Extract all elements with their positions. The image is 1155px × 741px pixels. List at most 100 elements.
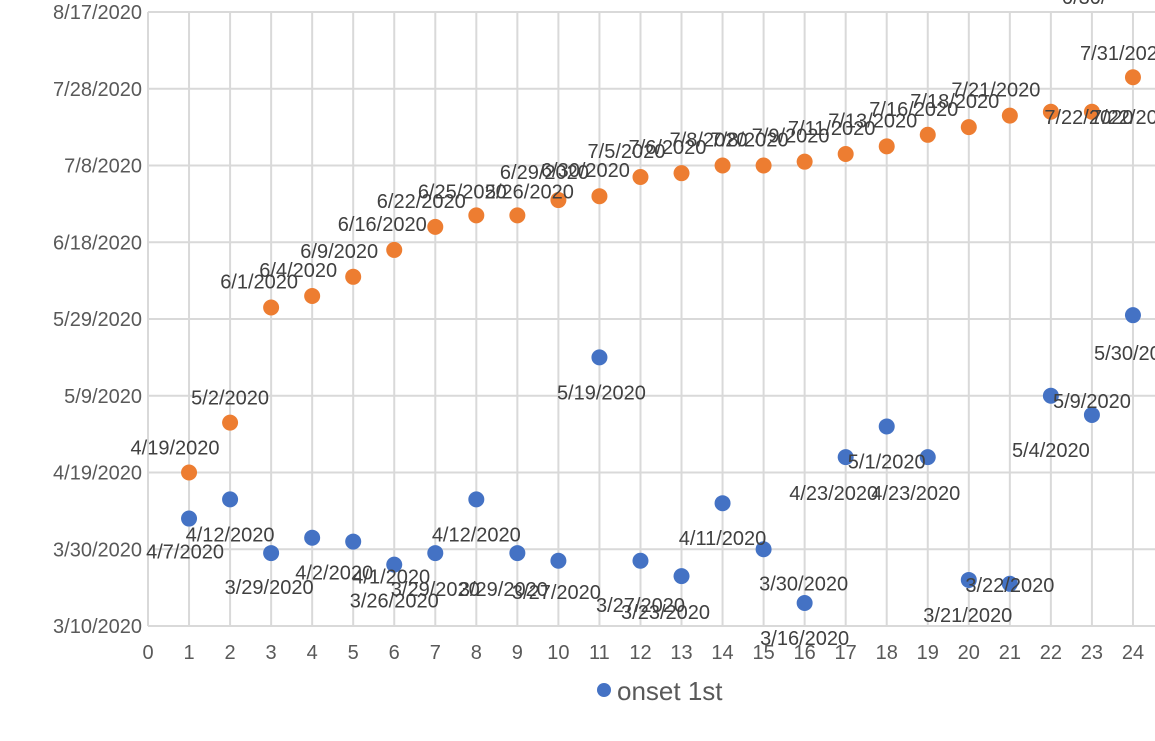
y-tick-label: 3/10/2020 <box>53 616 142 638</box>
data-label-series-2: 6/9/2020 <box>300 241 378 263</box>
data-label-series-2: 6/29/2020 <box>500 162 589 184</box>
y-tick-label: 4/19/2020 <box>53 463 142 485</box>
data-label-series-2: 6/25/2020 <box>418 181 507 203</box>
point-onset-1st-5 <box>345 533 362 550</box>
data-label-onset-1st: 4/2/2020 <box>295 563 373 585</box>
point-series-2-23 <box>1083 103 1100 120</box>
point-series-2-2 <box>222 414 239 431</box>
point-onset-1st-24 <box>1124 307 1141 324</box>
point-series-2-4 <box>304 287 321 304</box>
data-label-onset-1st: 3/23/2020 <box>621 602 710 624</box>
data-label-series-2: 5/26/2020 <box>485 181 574 203</box>
data-label-series-2: 7/5/2020 <box>588 141 666 163</box>
x-tick-label: 8 <box>471 642 482 664</box>
data-label-series-2: 6/22/2020 <box>377 191 466 213</box>
point-series-2-11 <box>591 188 608 205</box>
data-label-series-2: 6/30/2020 <box>541 160 630 182</box>
x-tick-labels: 0 1 2 3 4 5 6 7 8 9 10 11 12 13 14 15 16 17 18 19 20 21 22 23 24… <box>142 642 1144 664</box>
grid-lines <box>147 11 1155 627</box>
data-label-onset-1st: 3/29/2020 <box>391 579 480 601</box>
point-onset-1st-17 <box>837 449 854 466</box>
legend: onset 1st <box>597 676 723 706</box>
data-label-onset-1st: 5/1/2020 <box>848 451 926 473</box>
point-onset-1st-4 <box>304 529 321 546</box>
point-series-2-13 <box>673 165 690 182</box>
point-onset-1st-13 <box>673 568 690 585</box>
y-tick-label: 5/9/2020 <box>64 386 142 408</box>
point-onset-1st-11 <box>591 349 608 366</box>
point-series-2-1 <box>181 464 198 481</box>
data-label-series-2: 6/1/2020 <box>220 271 298 293</box>
point-onset-1st-9 <box>509 545 526 562</box>
x-tick-label: 17 <box>835 642 857 664</box>
point-series-2-15 <box>755 157 772 174</box>
data-label-onset-1st: 4/1/2020 <box>352 567 430 589</box>
data-label-series-2: 4/19/2020 <box>131 438 220 460</box>
x-tick-label: 13 <box>670 642 692 664</box>
data-label-onset-1st: 4/12/2020 <box>186 524 275 546</box>
point-onset-1st-15 <box>755 541 772 558</box>
data-label-series-2: 7/8/2020 <box>711 130 789 152</box>
point-onset-1st-21 <box>1001 575 1018 592</box>
x-tick-label: 18 <box>876 642 898 664</box>
point-series-2-6 <box>386 241 403 258</box>
data-label-series-2: 6/16/2020 <box>338 214 427 236</box>
point-onset-1st-12 <box>632 552 649 569</box>
x-tick-label: 11 <box>589 642 610 664</box>
data-label-series-2: 7/9/2020 <box>752 126 830 148</box>
data-label-onset-1st: 3/27/2020 <box>596 595 685 617</box>
data-label-onset-1st: 5/4/2020 <box>1012 440 1090 462</box>
data-label-onset-1st: 3/29/2020 <box>225 577 314 599</box>
data-label-series-2: 7/6/2020 <box>629 137 707 159</box>
data-label-series-2: 7/22/202 <box>1091 107 1155 129</box>
point-series-2-16 <box>796 153 813 170</box>
x-tick-label: 21 <box>999 642 1021 664</box>
point-onset-1st-16 <box>796 594 813 611</box>
data-label-onset-1st: 3/26/2020 <box>350 591 439 613</box>
data-label-onset-1st: 3/21/2020 <box>923 605 1012 627</box>
x-tick-label: 5 <box>348 642 359 664</box>
point-series-2-19 <box>919 126 936 143</box>
x-tick-label: 2 <box>225 642 236 664</box>
point-series-2-20 <box>960 119 977 136</box>
data-label-series-2: 7/31/202 <box>1080 43 1155 65</box>
x-tick-label: 16 <box>794 642 816 664</box>
y-tick-label: 3/30/2020 <box>53 539 142 561</box>
data-label-series-2: 7/16/2020 <box>869 99 958 121</box>
x-tick-label: 15 <box>752 642 774 664</box>
point-series-2-5 <box>345 268 362 285</box>
x-tick-label: 3 <box>266 642 277 664</box>
x-tick-label: 1 <box>183 642 194 664</box>
data-label-series-2: 7/8/2020 <box>670 130 748 152</box>
point-series-2-22 <box>1042 103 1059 120</box>
point-onset-1st-8 <box>468 491 485 508</box>
point-series-2-3 <box>263 299 280 316</box>
point-onset-1st-2 <box>222 491 239 508</box>
data-label-onset-1st: 4/23/2020 <box>871 483 960 505</box>
x-tick-label: 19 <box>917 642 939 664</box>
point-onset-1st-1 <box>181 510 198 527</box>
data-label-onset-1st: 4/11/2020 <box>679 528 767 550</box>
point-series-2-8 <box>468 207 485 224</box>
point-onset-1st-3 <box>263 545 280 562</box>
x-tick-label: 14 <box>711 642 733 664</box>
data-label-series-2: 7/13/2020 <box>828 110 917 132</box>
y-tick-label: 7/8/2020 <box>64 156 142 178</box>
y-tick-labels: 3/10/2020 3/30/2020 4/19/2020 5/9/2020 5/29/… <box>53 2 142 638</box>
x-tick-label: 7 <box>430 642 441 664</box>
point-series-2-17 <box>837 145 854 162</box>
point-series-2-12 <box>632 169 649 186</box>
data-label-series-2: 7/22/2020 <box>1044 107 1133 129</box>
x-tick-label: 22 <box>1040 642 1062 664</box>
legend-marker-onset-1st <box>597 683 611 697</box>
point-series-2-10 <box>550 192 567 209</box>
data-points <box>181 69 1141 611</box>
y-tick-label: 5/29/2020 <box>53 309 142 331</box>
data-labels: 4/7/20204/12/20203/29/20204/2/20204/1/20… <box>131 43 1155 650</box>
x-tick-label: 6 <box>389 642 400 664</box>
data-label-onset-1st: 3/29/2020 <box>459 579 548 601</box>
point-series-2-24 <box>1124 69 1141 86</box>
legend-label-onset-1st: onset 1st <box>617 676 723 706</box>
data-label-onset-1st: 3/30/2020 <box>759 573 848 595</box>
point-onset-1st-23 <box>1083 406 1100 423</box>
